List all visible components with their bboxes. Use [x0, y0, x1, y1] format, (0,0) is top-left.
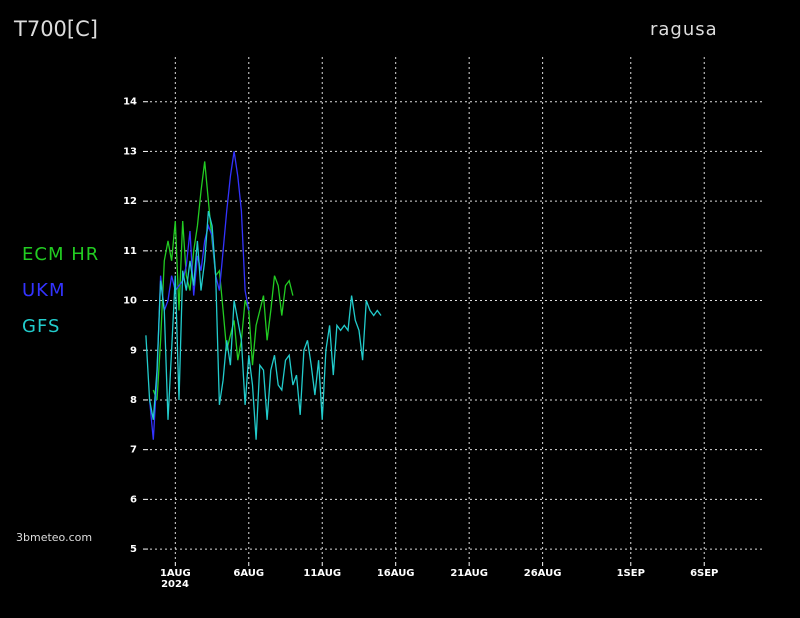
x-tick-label: 21AUG: [450, 568, 488, 579]
x-tick-label: 16AUG: [377, 568, 415, 579]
series-line: [148, 151, 250, 440]
x-tick-label: 6SEP: [690, 568, 718, 579]
legend-entry: UKM: [22, 280, 66, 301]
series-line: [152, 161, 294, 401]
chart-title: T700[C]: [13, 17, 98, 41]
series-line: [145, 210, 382, 440]
chart-subtitle: ragusa: [650, 19, 718, 40]
y-tick-label: 7: [130, 445, 137, 456]
legend-entry: GFS: [22, 316, 60, 337]
x-tick-label: 26AUG: [524, 568, 562, 579]
y-tick-label: 8: [130, 395, 137, 406]
y-tick-label: 13: [123, 146, 137, 157]
y-tick-label: 9: [130, 345, 137, 356]
x-tick-label: 1SEP: [617, 568, 645, 579]
y-tick-label: 10: [123, 296, 137, 307]
y-tick-label: 14: [123, 97, 137, 108]
y-tick-label: 6: [130, 494, 137, 505]
x-tick-label: 6AUG: [233, 568, 264, 579]
legend-entry: ECM HR: [22, 244, 99, 265]
x-sublabel: 2024: [161, 579, 189, 590]
y-tick-label: 12: [123, 196, 137, 207]
x-tick-label: 1AUG: [160, 568, 191, 579]
y-tick-label: 11: [123, 246, 137, 257]
y-tick-label: 5: [130, 544, 137, 555]
x-tick-label: 11AUG: [303, 568, 341, 579]
source-label: 3bmeteo.com: [16, 531, 92, 544]
